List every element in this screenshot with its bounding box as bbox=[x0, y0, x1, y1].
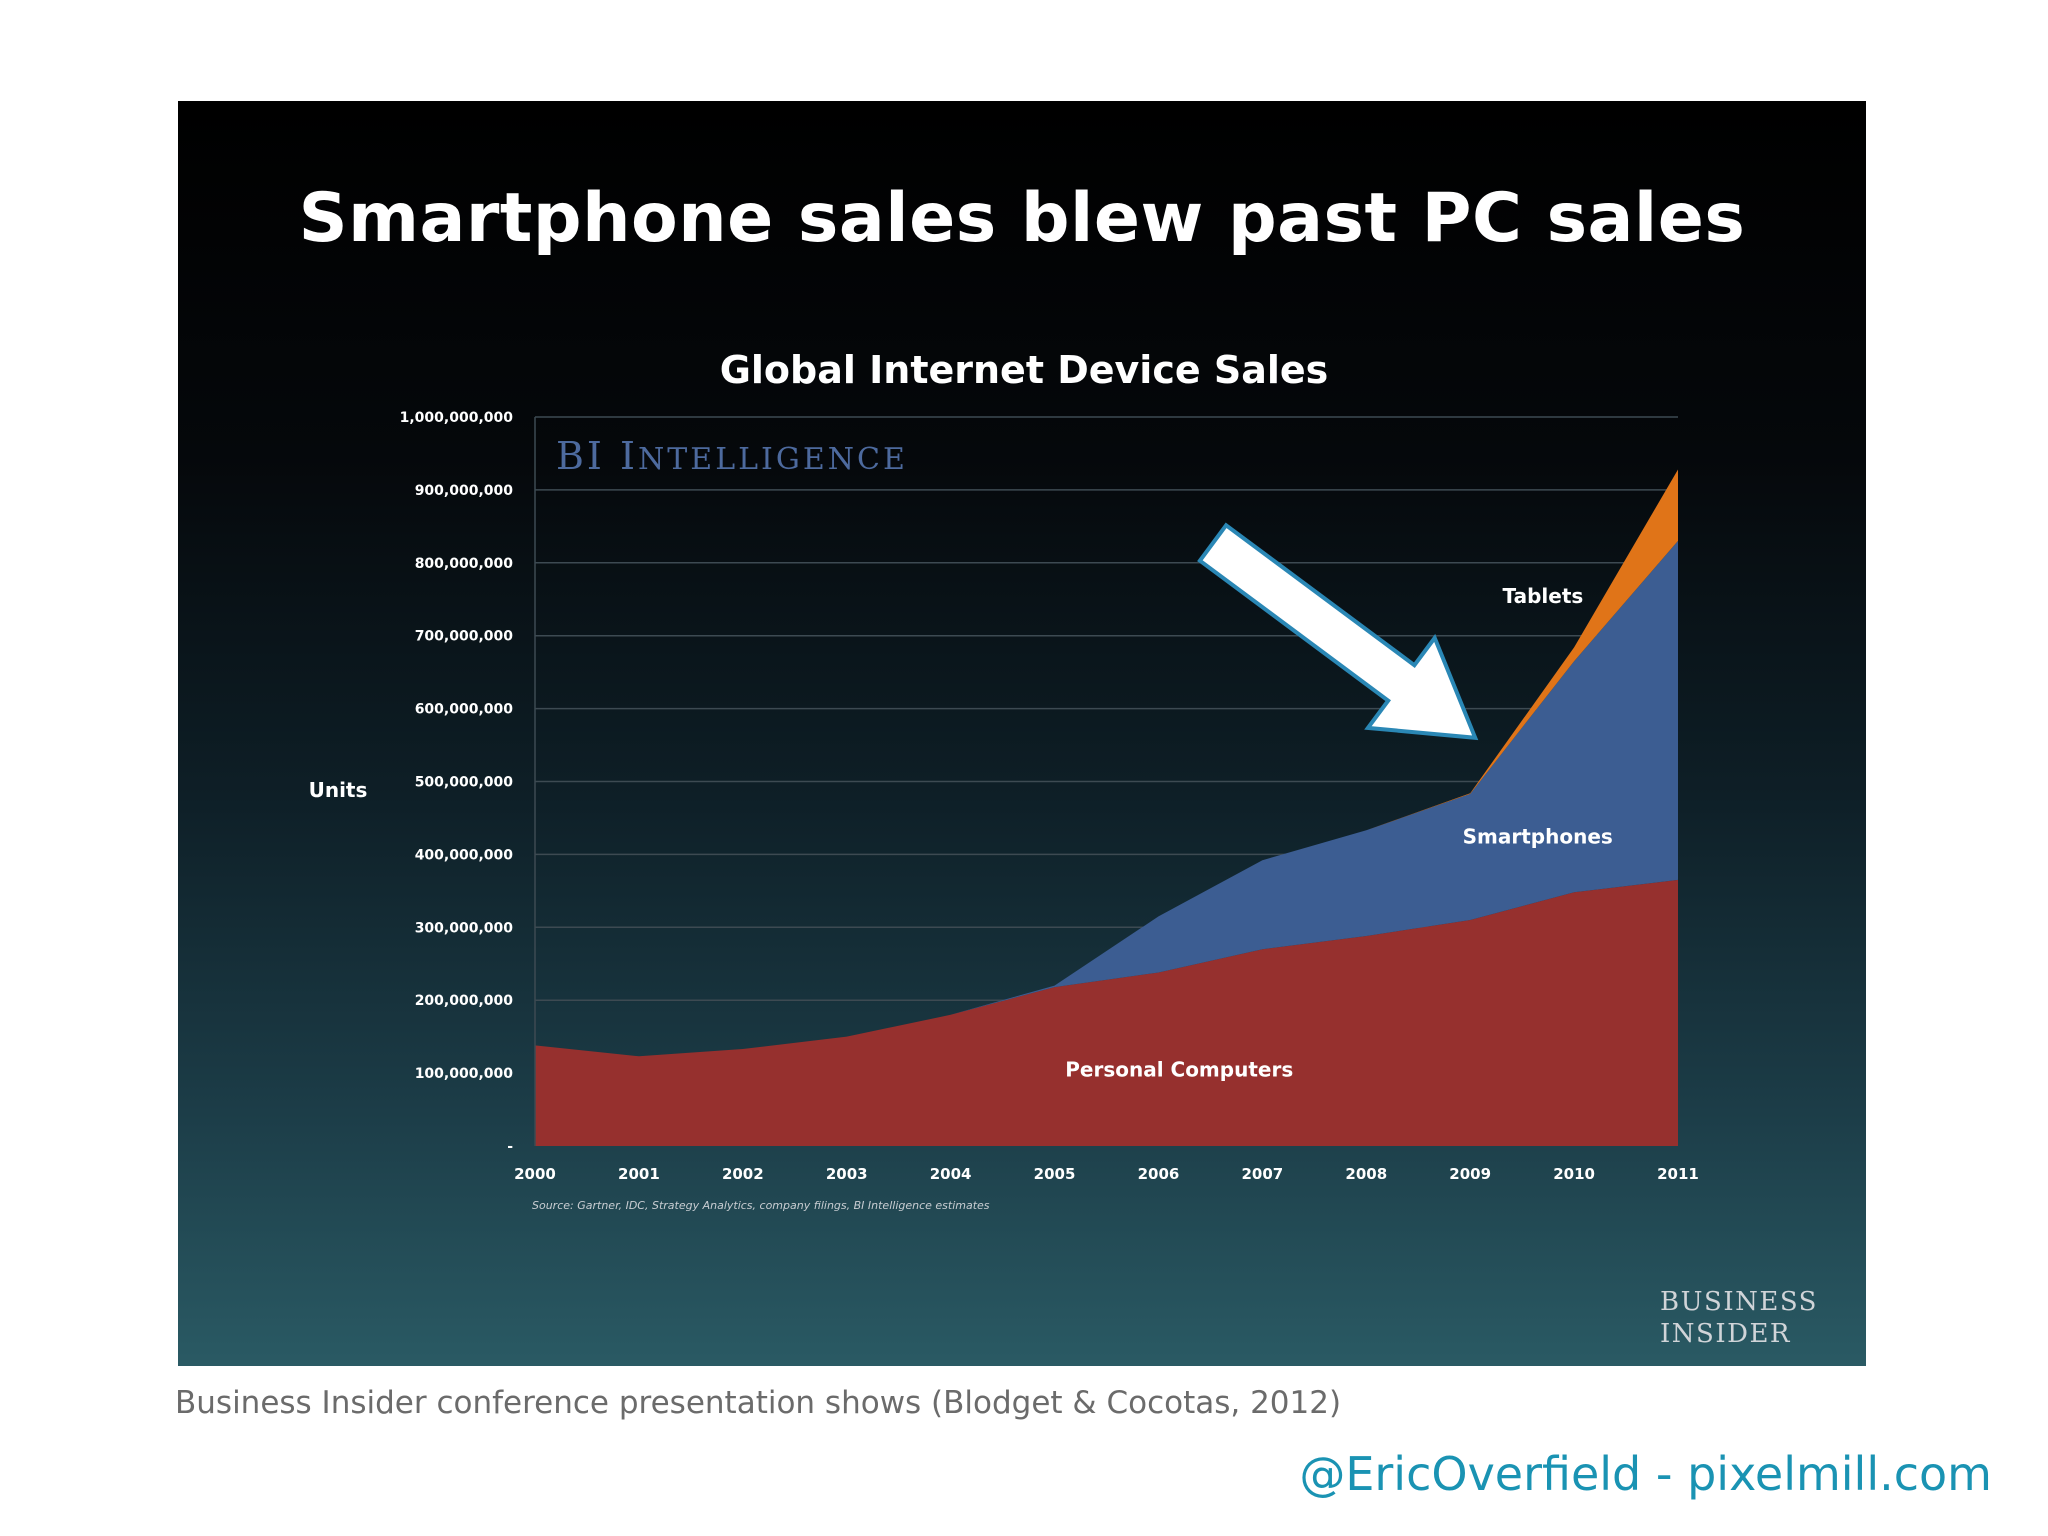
chart-axes: - 100,000,000 200,000,000 300,000,000 400,00… bbox=[400, 410, 1699, 1183]
figure-caption: Business Insider conference presentation… bbox=[175, 1385, 1342, 1421]
y-tick-label: 900,000,000 bbox=[415, 483, 514, 499]
y-tick-label: 100,000,000 bbox=[415, 1066, 514, 1082]
x-tick-label: 2007 bbox=[1241, 1165, 1283, 1183]
series-label: Smartphones bbox=[1463, 824, 1613, 848]
business-insider-logo-line2: Insider bbox=[1660, 1319, 1792, 1349]
series-label: Personal Computers bbox=[1065, 1058, 1293, 1082]
x-tick-label: 2004 bbox=[930, 1165, 972, 1183]
chart: - 100,000,000 200,000,000 300,000,000 400,00… bbox=[309, 348, 1699, 1212]
y-axis-label: Units bbox=[309, 778, 368, 802]
y-tick-label: 200,000,000 bbox=[415, 993, 514, 1009]
x-tick-label: 2000 bbox=[514, 1165, 556, 1183]
presentation-slide: Smartphone sales blew past PC sales - 100… bbox=[178, 101, 1866, 1366]
x-tick-label: 2008 bbox=[1345, 1165, 1387, 1183]
series-labels: Personal Computers Smartphones Tablets bbox=[1065, 584, 1613, 1082]
y-tick-label: 800,000,000 bbox=[415, 556, 514, 572]
chart-areas bbox=[535, 469, 1678, 1146]
y-tick-label: 300,000,000 bbox=[415, 920, 514, 936]
slide-title: Smartphone sales blew past PC sales bbox=[298, 179, 1746, 258]
source-note: Source: Gartner, IDC, Strategy Analytics… bbox=[532, 1199, 990, 1212]
x-tick-label: 2010 bbox=[1553, 1165, 1595, 1183]
y-tick-label: 400,000,000 bbox=[415, 847, 514, 863]
bi-intelligence-logo: BI INTELLIGENCE bbox=[556, 434, 908, 478]
business-insider-logo-line1: Business bbox=[1660, 1287, 1818, 1317]
x-tick-label: 2005 bbox=[1034, 1165, 1076, 1183]
x-tick-label: 2009 bbox=[1449, 1165, 1491, 1183]
x-tick-label: 2002 bbox=[722, 1165, 764, 1183]
x-tick-label: 2001 bbox=[618, 1165, 660, 1183]
chart-title: Global Internet Device Sales bbox=[720, 348, 1329, 392]
x-tick-label: 2003 bbox=[826, 1165, 868, 1183]
area-smartphones bbox=[535, 540, 1678, 1057]
y-tick-label: - bbox=[507, 1139, 513, 1155]
x-tick-label: 2006 bbox=[1138, 1165, 1180, 1183]
annotation-arrow-icon bbox=[1197, 522, 1479, 741]
series-label: Tablets bbox=[1503, 584, 1584, 608]
author-credit: @EricOverfield - pixelmill.com bbox=[1299, 1447, 1992, 1501]
y-tick-label: 1,000,000,000 bbox=[400, 410, 514, 426]
y-tick-label: 700,000,000 bbox=[415, 629, 514, 645]
y-tick-label: 600,000,000 bbox=[415, 702, 514, 718]
area-personal-computers bbox=[535, 879, 1678, 1146]
y-tick-label: 500,000,000 bbox=[415, 775, 514, 791]
business-insider-logo: Business Insider bbox=[1660, 1286, 1818, 1350]
x-tick-label: 2011 bbox=[1657, 1165, 1699, 1183]
